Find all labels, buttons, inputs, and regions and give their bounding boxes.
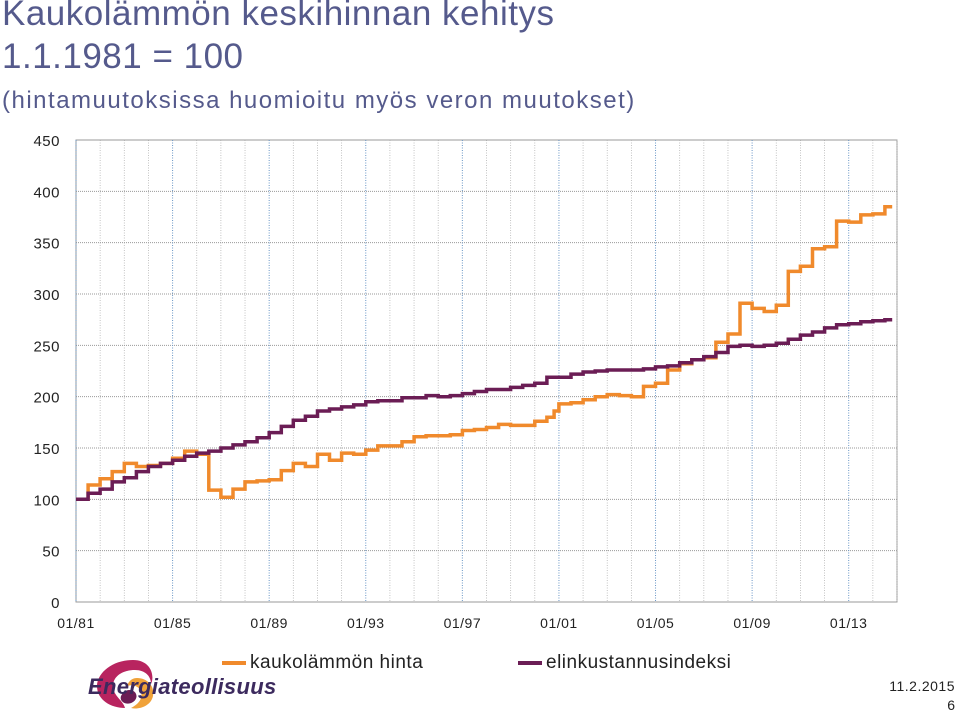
x-tick-label: 01/09: [733, 615, 771, 631]
legend-swatch-cpi: [518, 661, 542, 665]
y-tick-label: 100: [33, 492, 60, 509]
series-line-cpi: [76, 317, 893, 502]
y-tick-label: 300: [33, 287, 60, 304]
y-tick-label: 450: [33, 133, 60, 150]
footer-date: 11.2.2015: [889, 678, 955, 694]
series-group: [76, 204, 893, 502]
x-tick-label: 01/13: [830, 615, 868, 631]
legend-label-district-heat: kaukolämmön hinta: [250, 652, 424, 673]
energiateollisuus-logo-icon: [97, 660, 154, 709]
grid: [75, 139, 898, 603]
y-tick-label: 350: [33, 236, 60, 253]
x-tick-label: 01/05: [637, 615, 675, 631]
axis-labels: 0 50 100 150 200 250 300 350 400 450 01/81 01/85 01/…: [33, 133, 867, 631]
y-tick-label: 150: [33, 441, 60, 458]
y-tick-label: 250: [33, 338, 60, 355]
chart-area: 0 50 100 150 200 250 300 350 400 450 01/81 01/85 01/…: [33, 133, 898, 631]
y-tick-label: 50: [42, 544, 60, 561]
x-tick-label: 01/93: [347, 615, 385, 631]
legend-label-cpi: elinkustannusindeksi: [546, 652, 732, 673]
y-tick-label: 0: [51, 595, 60, 612]
chart-title-base: 1.1.1981 = 100: [2, 37, 244, 76]
legend-swatch-district-heat: [222, 661, 246, 665]
y-tick-label: 400: [33, 184, 60, 201]
legend-item-cpi: elinkustannusindeksi: [518, 651, 731, 675]
x-tick-label: 01/01: [540, 615, 578, 631]
logo-text: Energiateollisuus: [88, 674, 277, 699]
y-tick-label: 200: [33, 390, 60, 407]
chart-subtitle: (hintamuutoksissa huomioitu myös veron m…: [2, 87, 636, 114]
x-tick-label: 01/81: [57, 615, 95, 631]
page-number: 6: [947, 697, 955, 713]
x-tick-label: 01/85: [154, 615, 192, 631]
series-line-district-heat: [76, 204, 893, 502]
x-tick-label: 01/97: [444, 615, 482, 631]
chart-title: Kaukolämmön keskihinnan kehitys: [2, 0, 555, 33]
legend-item-district-heat: kaukolämmön hinta: [222, 651, 423, 675]
x-tick-label: 01/89: [250, 615, 288, 631]
